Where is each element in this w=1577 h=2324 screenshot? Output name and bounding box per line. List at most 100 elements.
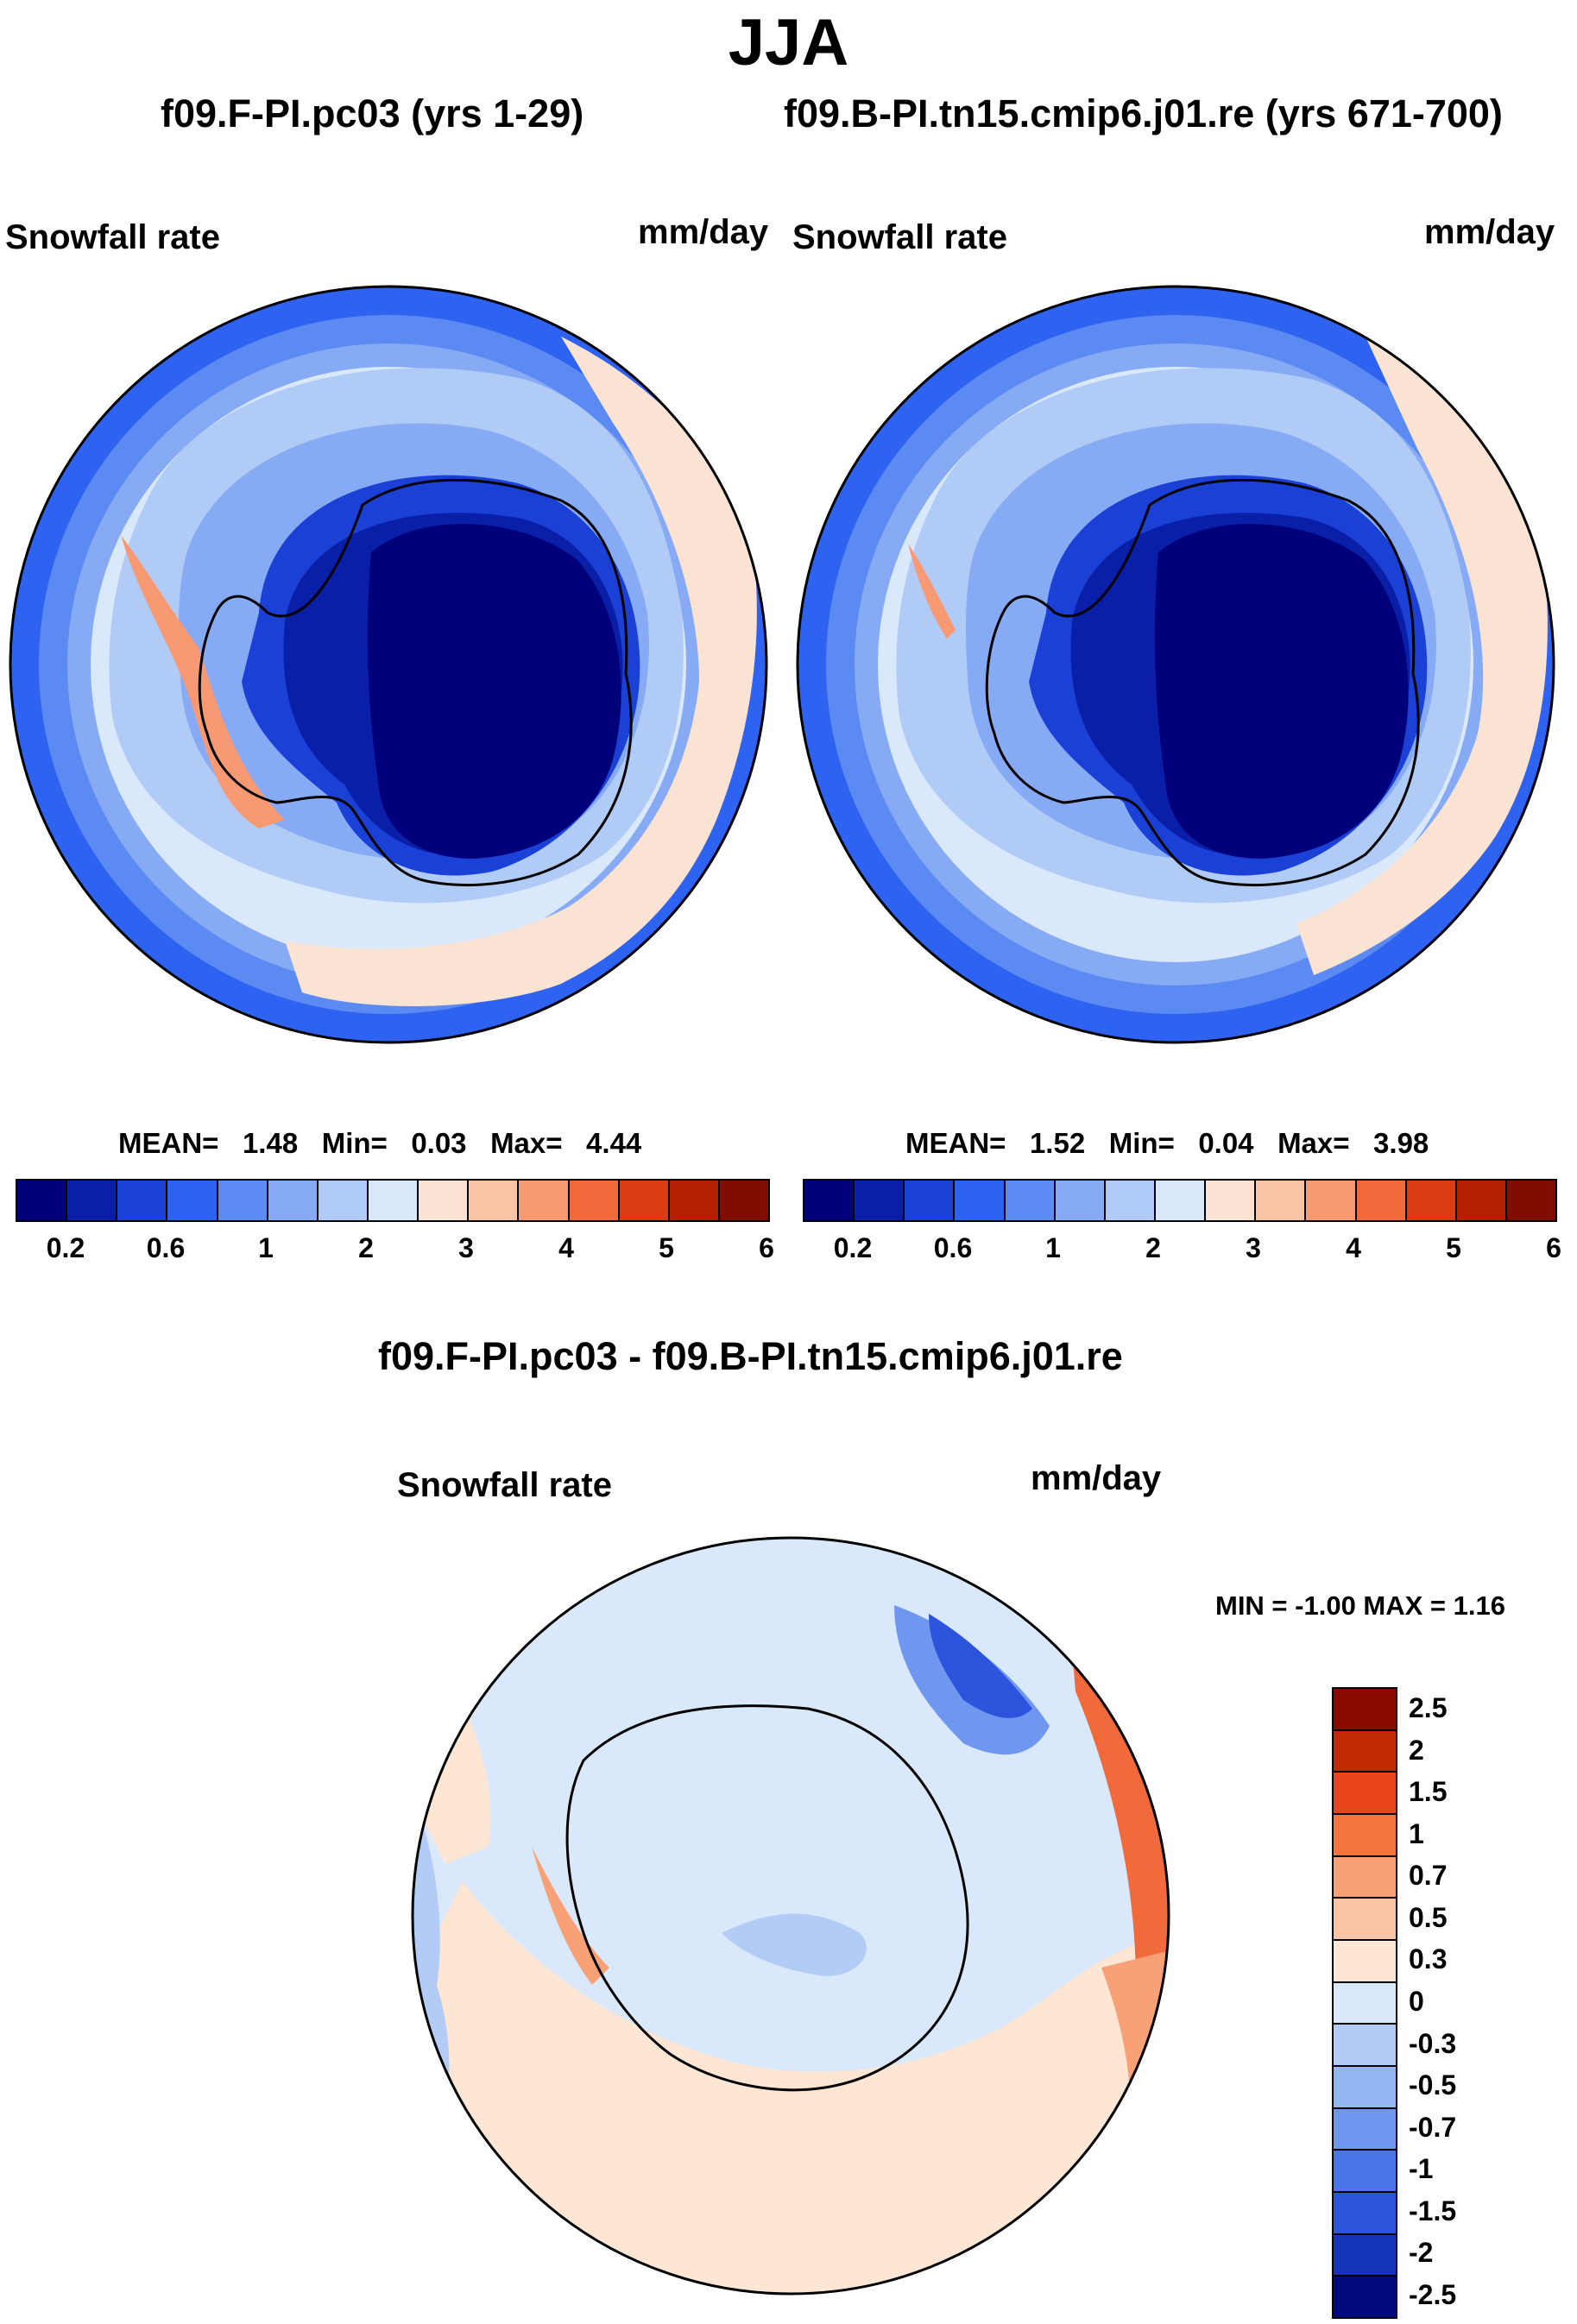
panel1-colorbar-swatch — [469, 1181, 520, 1220]
map1-peninsula-warm — [121, 535, 285, 828]
panel2-colorbar-swatch — [1206, 1181, 1257, 1220]
page-title: JJA — [728, 6, 849, 79]
panel1-colorbar-swatch — [368, 1181, 419, 1220]
panel1-colorbar-tick-label: 3 — [458, 1232, 474, 1263]
panel2-colorbar-swatch — [1155, 1181, 1207, 1220]
panel2-colorbar-tick-label: 0.6 — [933, 1232, 973, 1263]
diff-pos-south — [413, 1881, 1169, 2294]
panel1-experiment-title: f09.F-PI.pc03 (yrs 1-29) — [161, 91, 584, 135]
panel1-colorbar-swatch — [669, 1181, 720, 1220]
panel2-colorbar-tick-label: 4 — [1346, 1232, 1361, 1263]
panel1-colorbar-swatch — [268, 1181, 319, 1220]
panel1-colorbar-tick-label: 1 — [258, 1232, 274, 1263]
diff-variable-label: Snowfall rate — [397, 1466, 612, 1504]
diff-colorbar-swatch — [1334, 1730, 1396, 1773]
diff-pos-west — [413, 1674, 491, 1864]
panel1-colorbar — [16, 1179, 770, 1222]
diff-colorbar — [1332, 1687, 1397, 2319]
panel1-colorbar-swatch — [569, 1181, 620, 1220]
diff-colorbar-tick-label: -2.5 — [1409, 2278, 1457, 2310]
panel1-colorbar-swatch — [117, 1181, 168, 1220]
panel2-min-label: Min= — [1108, 1127, 1175, 1159]
map2-warm-east — [1296, 337, 1548, 975]
diff-colorbar-tick-label: 2 — [1409, 1734, 1424, 1766]
diff-colorbar-tick-label: 0.5 — [1409, 1901, 1448, 1933]
panel1-mean-value: 1.48 — [242, 1127, 299, 1159]
map1-coast — [198, 478, 633, 887]
panel2-colorbar-swatch — [855, 1181, 905, 1220]
panel2-colorbar-swatch — [1105, 1181, 1156, 1220]
diff-colorbar-tick-label: 1 — [1409, 1817, 1424, 1849]
panel1-colorbar-swatch — [719, 1181, 769, 1220]
diff-coast — [565, 1704, 969, 2092]
panel1-max-value: 4.44 — [586, 1127, 642, 1159]
panel1-colorbar-tick-label: 0.2 — [46, 1232, 85, 1263]
diff-colorbar-swatch — [1334, 1689, 1396, 1731]
panel2-colorbar-ticks: 0.2 0.6 1 2 3 4 5 6 — [803, 1232, 1561, 1267]
diff-colorbar-tick-label: 0.7 — [1409, 1860, 1448, 1892]
panel1-colorbar-swatch — [419, 1181, 470, 1220]
diff-neg-mid-ne — [929, 1614, 1032, 1718]
panel2-colorbar-swatch — [1506, 1181, 1556, 1220]
diff-colorbar-swatch — [1334, 1982, 1396, 2025]
panel2-colorbar-swatch — [1055, 1181, 1106, 1220]
diff-colorbar-swatch — [1334, 1941, 1396, 1983]
panel1-units-label: mm/day — [638, 213, 769, 251]
panel2-colorbar-tick-label: 0.2 — [833, 1232, 873, 1263]
diff-colorbar-tick-label: -0.3 — [1409, 2027, 1457, 2059]
panel2-colorbar-swatch — [1406, 1181, 1457, 1220]
panel2-colorbar-swatch — [1005, 1181, 1056, 1220]
diff-colorbar-tick-label: -1.5 — [1409, 2195, 1457, 2226]
panel1-colorbar-tick-label: 5 — [659, 1232, 674, 1263]
diff-colorbar-swatch — [1334, 2193, 1396, 2235]
panel2-colorbar-swatch — [905, 1181, 956, 1220]
panel2-colorbar — [803, 1179, 1557, 1222]
panel2-min-value: 0.04 — [1198, 1127, 1254, 1159]
diff-colorbar-tick-label: 0 — [1409, 1986, 1424, 2017]
panel2-polar-map — [796, 285, 1555, 1044]
panel1-colorbar-swatch — [67, 1181, 118, 1220]
panel2-colorbar-tick-label: 6 — [1546, 1232, 1561, 1263]
panel1-max-label: Max= — [490, 1127, 563, 1159]
panel1-colorbar-tick-label: 4 — [558, 1232, 574, 1263]
panel2-mean-label: MEAN= — [905, 1127, 1006, 1159]
panel2-max-value: 3.98 — [1373, 1127, 1429, 1159]
diff-colorbar-swatch — [1334, 1815, 1396, 1857]
panel1-colorbar-swatch — [218, 1181, 268, 1220]
map2-interior — [1154, 524, 1409, 859]
diff-colorbar-tick-label: 2.5 — [1409, 1692, 1448, 1724]
panel1-colorbar-swatch — [619, 1181, 670, 1220]
panel2-colorbar-swatch — [1456, 1181, 1507, 1220]
panel2-colorbar-tick-label: 2 — [1145, 1232, 1161, 1263]
diff-neg-interior — [722, 1913, 867, 1976]
diff-colorbar-swatch — [1334, 2234, 1396, 2277]
panel1-colorbar-tick-label: 2 — [358, 1232, 374, 1263]
panel2-colorbar-swatch — [1306, 1181, 1357, 1220]
diff-minmax: MIN = -1.00 MAX = 1.16 — [1215, 1590, 1505, 1621]
diff-title: f09.F-PI.pc03 - f09.B-PI.tn15.cmip6.j01.… — [378, 1334, 1123, 1378]
panel1-min-label: Min= — [321, 1127, 388, 1159]
diff-colorbar-tick-label: -0.7 — [1409, 2111, 1457, 2143]
diff-units-label: mm/day — [1031, 1459, 1162, 1497]
panel1-colorbar-ticks: 0.2 0.6 1 2 3 4 5 6 — [16, 1232, 774, 1267]
diff-colorbar-swatch — [1334, 1899, 1396, 1942]
diff-colorbar-swatch — [1334, 1773, 1396, 1816]
diff-colorbar-swatch — [1334, 2151, 1396, 2194]
panel2-colorbar-tick-label: 5 — [1446, 1232, 1461, 1263]
diff-colorbar-tick-label: 0.3 — [1409, 1943, 1448, 1975]
panel1-variable-label: Snowfall rate — [5, 218, 220, 256]
diff-colorbar-swatch — [1334, 2067, 1396, 2109]
diff-colorbar-tick-label: -1 — [1409, 2153, 1434, 2185]
panel1-colorbar-tick-label: 6 — [759, 1232, 774, 1263]
map2-coast — [985, 478, 1420, 887]
diff-colorbar-tick-label: -2 — [1409, 2237, 1434, 2269]
panel1-colorbar-swatch — [519, 1181, 570, 1220]
diff-colorbar-swatch — [1334, 2108, 1396, 2151]
diff-colorbar-ticks: 2.5 2 1.5 1 0.7 0.5 0.3 0 -0.3 -0.5 -0.7 -1 -1.5 -2 -2… — [1409, 1687, 1538, 2315]
diff-colorbar-swatch — [1334, 2025, 1396, 2068]
panel2-colorbar-swatch — [1356, 1181, 1407, 1220]
panel1-colorbar-swatch — [318, 1181, 369, 1220]
panel2-experiment-title: f09.B-PI.tn15.cmip6.j01.re (yrs 671-700) — [784, 91, 1503, 135]
panel2-colorbar-tick-label: 1 — [1045, 1232, 1061, 1263]
panel2-stats: MEAN= 1.52 Min= 0.04 Max= 3.98 — [905, 1127, 1429, 1160]
